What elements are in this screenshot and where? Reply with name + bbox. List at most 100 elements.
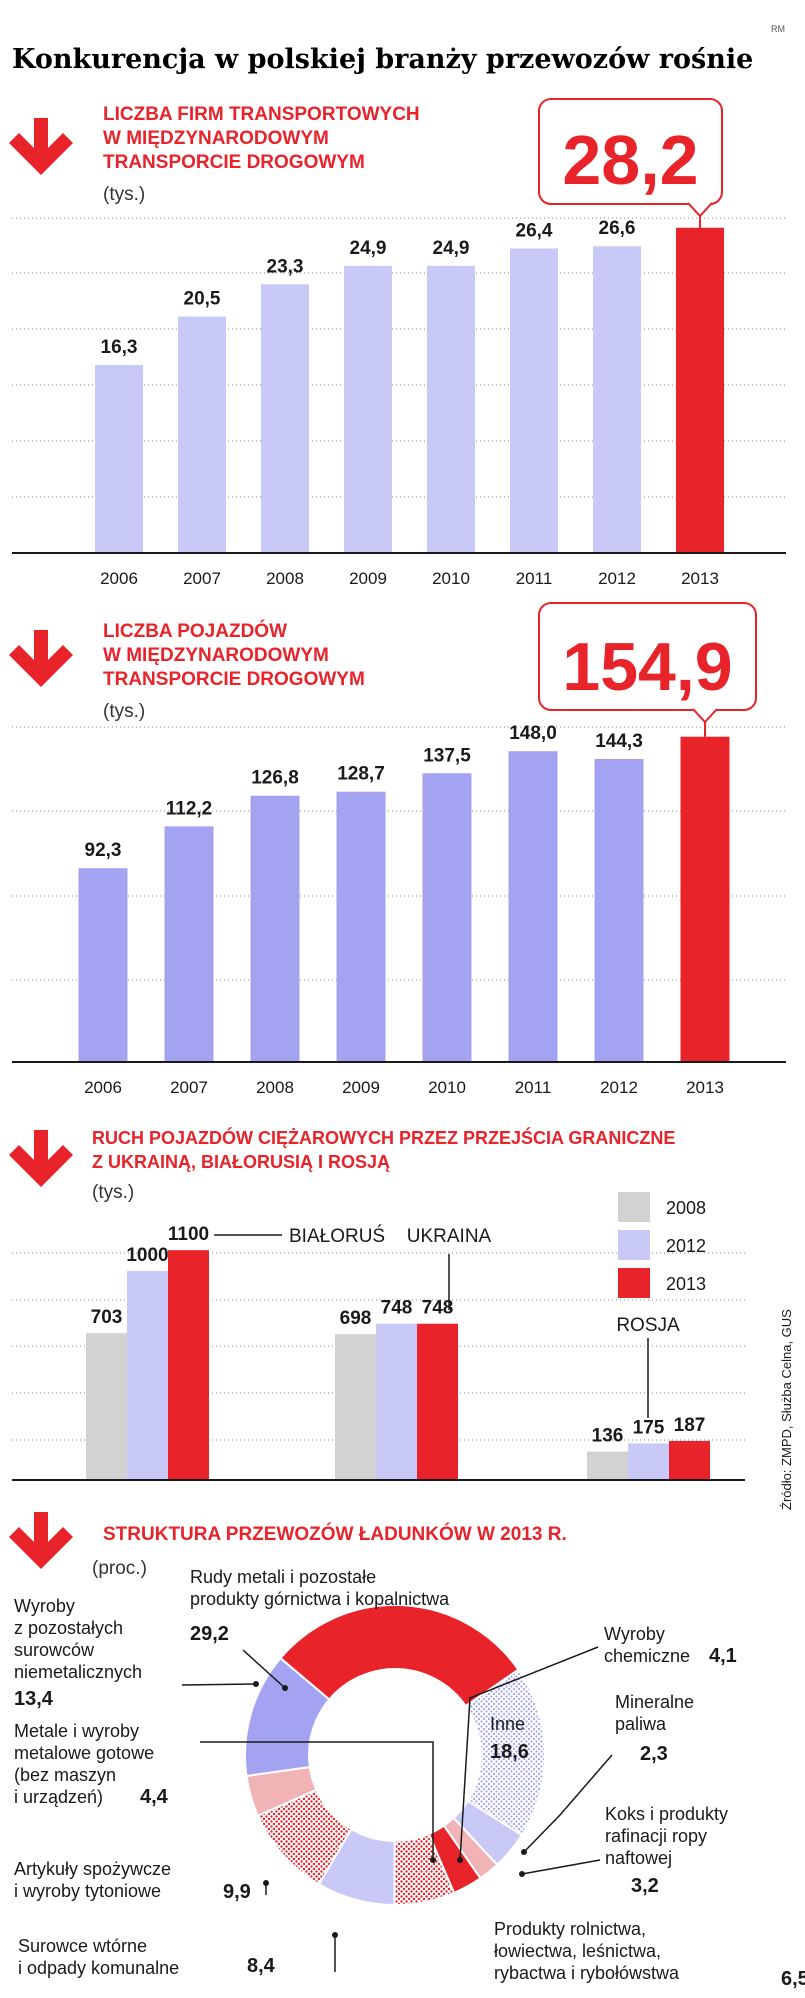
leader-dot [253,1681,259,1687]
bar [376,1323,417,1480]
value-label: 20,5 [184,289,221,310]
leader-dot [457,1857,463,1863]
section-title-line: W MIĘDZYNARODOWYM [103,645,329,666]
slice-value: 8,4 [247,1955,276,1977]
tick-label: 2007 [170,1078,208,1097]
section-title-line: TRANSPORCIE DROGOWYM [103,669,365,690]
label-leader [523,1754,613,1853]
value-label: 24,9 [433,238,470,259]
section-title-line: TRANSPORCIE DROGOWYM [103,152,365,173]
credit: RM [771,24,785,34]
tick-label: 2008 [266,569,304,588]
value-label: 148,0 [509,723,557,744]
chart-vehicles-marks: 92,3 2006 112,2 2007 126,8 2008 128,7 2009 137,5… [12,602,786,1097]
value-label: 748 [422,1298,454,1319]
value-label: 24,9 [350,238,387,259]
slice-label: Rudy metali i pozostałe [190,1567,376,1587]
bar [78,868,128,1062]
chart-firms: LICZBA FIRM TRANSPORTOWYCH W MIĘDZYNAROD… [9,98,786,588]
slice-label: Mineralne [615,1692,694,1712]
value-label: 128,7 [337,764,385,785]
value-label: 137,5 [423,745,471,766]
slice-label: Metale i wyroby [14,1721,139,1741]
value-label: 26,4 [516,221,553,242]
bar [344,265,392,553]
section-title-line: Z UKRAINĄ, BIAŁORUSIĄ I ROSJĄ [92,1152,390,1172]
unit-label: (proc.) [92,1558,147,1579]
slice-label: Surowce wtórne [18,1936,147,1956]
slice-label: i wyroby tytoniowe [14,1881,161,1901]
bar [336,791,386,1062]
legend-swatch [618,1192,650,1222]
slice-value: 29,2 [190,1623,229,1645]
tick-label: 2013 [686,1078,724,1097]
bar [510,248,558,553]
leader-dot [263,1880,269,1886]
slice-value: 9,9 [223,1881,251,1903]
slice-label: rafinacji ropy [605,1826,707,1846]
bar [86,1333,127,1480]
bar [261,284,309,553]
leader-dot [430,1857,436,1863]
slice-label: surowców [14,1640,95,1660]
slice-label: paliwa [615,1714,667,1734]
slice-label: (bez maszyn [14,1765,116,1785]
slice-value: 18,6 [490,1741,529,1763]
slice-label: łowiectwa, leśnictwa, [494,1941,661,1961]
bar [164,826,214,1062]
section-title-line: W MIĘDZYNARODOWYM [103,128,329,149]
unit-label: (tys.) [103,184,145,205]
bar [669,1440,710,1480]
category-label: UKRAINA [407,1226,492,1247]
bar [127,1271,168,1480]
section-title-line: LICZBA POJAZDÓW [103,620,287,642]
legend-swatch [618,1230,650,1260]
bar [587,1451,628,1480]
down-arrow-icon [9,630,73,687]
value-label: 175 [633,1417,665,1438]
slice-label: metalowe gotowe [14,1743,154,1763]
tick-label: 2006 [84,1078,122,1097]
down-arrow-icon [9,118,73,175]
slice-value: 6,5 [781,1968,805,1990]
callout-pointer [692,708,718,724]
slice-value: 2,3 [640,1743,668,1765]
bar [680,736,730,1062]
bar [250,795,300,1062]
slice-label: rybactwa i rybołówstwa [494,1963,680,1983]
legend-label: 2008 [666,1198,706,1218]
tick-label: 2010 [428,1078,466,1097]
callout-box [538,602,757,711]
tick-label: 2006 [100,569,138,588]
chart-border-traffic-marks: 703 698 136 1000 748 175 1100 748 187 BIAŁORUŚ UKR… [12,1192,745,1481]
chart-firms-marks: 16,3 2006 20,5 2007 23,3 2008 24,9 2009 24,9 2010… [12,98,786,588]
value-label: 23,3 [267,256,304,277]
slice-label: i urządzeń) [14,1787,103,1807]
slice-value: 3,2 [631,1875,659,1897]
section-title-line: STRUKTURA PRZEWOZÓW ŁADUNKÓW W 2013 R. [103,1523,567,1545]
label-leader [459,1646,599,1861]
value-label: 698 [340,1308,372,1329]
legend-label: 2013 [666,1274,706,1294]
tick-label: 2012 [600,1078,638,1097]
value-label: 26,6 [599,218,636,239]
down-arrow-icon [9,1512,73,1569]
label-leader [521,1859,601,1875]
leader-dot [519,1871,525,1877]
value-label: 1000 [126,1245,168,1266]
tick-label: 2013 [681,569,719,588]
slice-label: niemetalicznych [14,1662,142,1682]
tick-label: 2007 [183,569,221,588]
value-label: 112,2 [166,798,213,819]
legend-swatch [618,1268,650,1298]
slice-value: 4,4 [140,1786,169,1808]
bar [178,316,226,553]
value-label: 136 [592,1426,624,1447]
unit-label: (tys.) [103,701,145,722]
slice-value: 13,4 [14,1688,54,1710]
label-leader [242,1649,286,1689]
highlight-value: 28,2 [562,121,698,199]
slice-value: 4,1 [709,1645,737,1667]
value-label: 16,3 [101,337,138,358]
